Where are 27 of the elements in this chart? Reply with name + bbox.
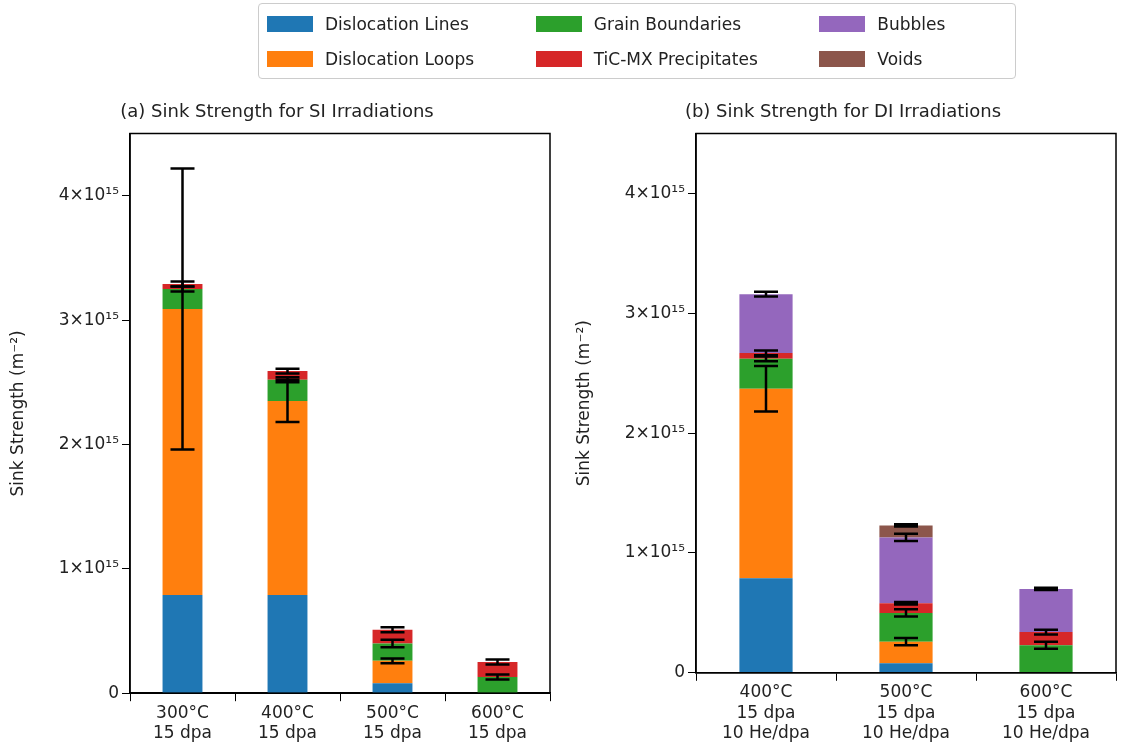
y-tick-label: 0 <box>108 681 119 702</box>
x-tick-label: 500°C 15 dpa 10 He/dpa <box>861 681 951 743</box>
legend-label: TiC-MX Precipitates <box>593 48 758 69</box>
legend-label: Voids <box>877 48 923 69</box>
y-tick-label: 3×10¹⁵ <box>624 301 685 322</box>
y-axis-title: Sink Strength (m⁻²) <box>572 320 593 487</box>
y-tick-label: 0 <box>674 661 685 682</box>
chart-title: (a) Sink Strength for SI Irradiations <box>120 100 434 122</box>
y-tick-label: 3×10¹⁵ <box>58 308 119 329</box>
y-axis-title: Sink Strength (m⁻²) <box>6 330 27 497</box>
x-tick-label: 400°C 15 dpa 10 He/dpa <box>721 681 811 743</box>
legend-label: Dislocation Lines <box>325 13 469 34</box>
y-tick-label: 4×10¹⁵ <box>58 184 119 205</box>
legend-label: Grain Boundaries <box>593 13 742 34</box>
x-tick-label: 400°C 15 dpa <box>257 701 318 743</box>
y-tick-label: 2×10¹⁵ <box>58 432 119 453</box>
x-tick-label: 500°C 15 dpa <box>362 701 423 743</box>
y-tick-label: 2×10¹⁵ <box>624 421 685 442</box>
chart-title: (b) Sink Strength for DI Irradiations <box>684 100 1002 122</box>
y-tick-label: 4×10¹⁵ <box>624 181 685 202</box>
x-tick-label: 600°C 15 dpa 10 He/dpa <box>1001 681 1091 743</box>
x-tick-label: 300°C 15 dpa <box>152 701 213 743</box>
y-tick-label: 1×10¹⁵ <box>58 557 119 578</box>
y-tick-label: 1×10¹⁵ <box>624 541 685 562</box>
legend-label: Bubbles <box>877 13 946 34</box>
x-tick-label: 600°C 15 dpa <box>467 701 528 743</box>
legend-label: Dislocation Loops <box>325 48 475 69</box>
